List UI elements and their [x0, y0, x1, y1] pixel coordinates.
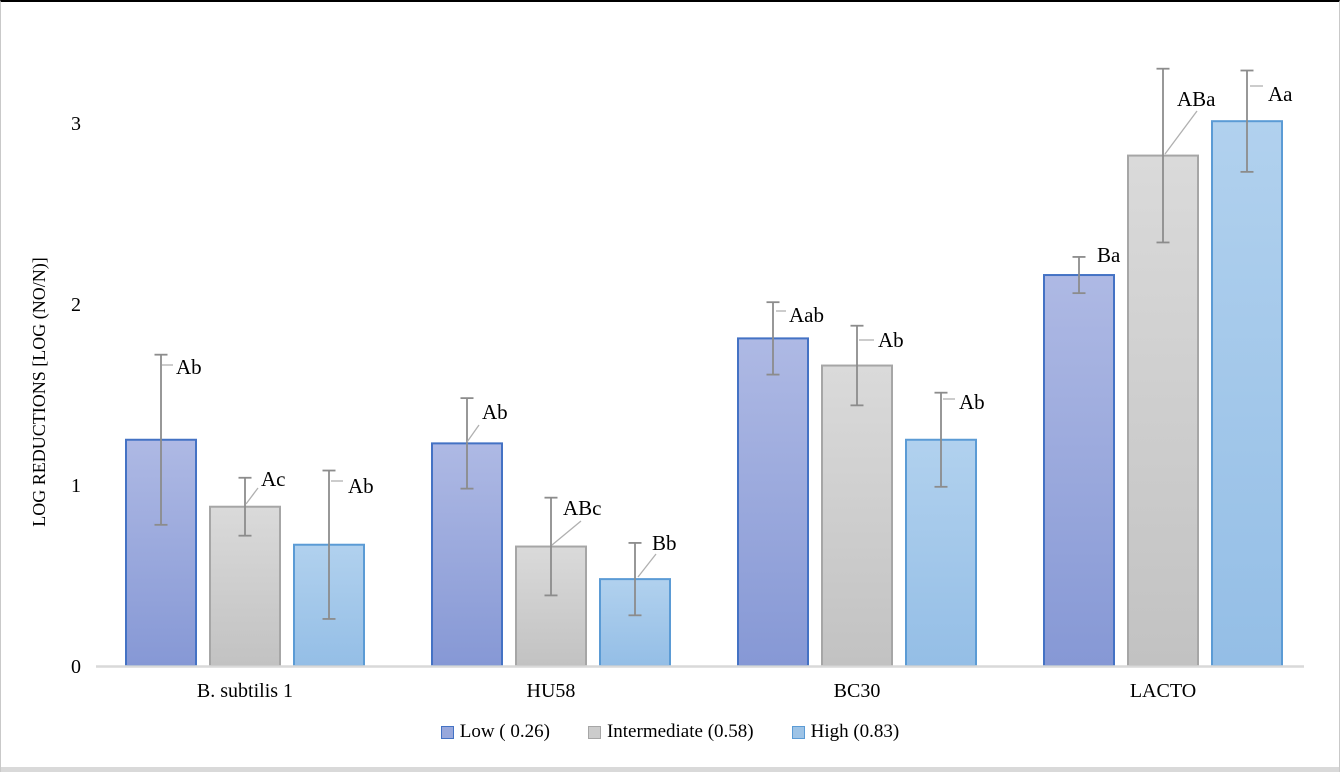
legend-label-low: Low ( 0.26) [459, 721, 550, 742]
legend-item-low: Low ( 0.26) [440, 721, 550, 743]
y-axis-title: LOG REDUCTIONS [LOG (NO/N)] [29, 257, 50, 526]
y-tick-label-1: 1 [71, 475, 81, 497]
x-category-label-b-subtilis-1: B. subtilis 1 [197, 680, 293, 702]
label-leader-hu58-0 [466, 424, 480, 443]
point-label-b-subtilis-1-0: Ab [176, 355, 202, 379]
legend-swatch-intermediate [587, 725, 601, 739]
bar-low-bc30 [737, 337, 809, 667]
bar-low-lacto [1043, 274, 1115, 667]
point-label-lacto-0: Ba [1097, 243, 1121, 267]
point-label-lacto-2: Aa [1268, 82, 1293, 106]
legend-item-high: High (0.83) [791, 721, 900, 743]
legend-item-intermediate: Intermediate (0.58) [587, 721, 754, 743]
y-tick-label-3: 3 [71, 113, 81, 135]
x-category-label-bc30: BC30 [834, 680, 881, 702]
x-category-label-hu58: HU58 [527, 680, 576, 702]
label-leader-hu58-1 [551, 520, 582, 546]
label-leader-hu58-2 [637, 553, 657, 578]
legend-label-intermediate: Intermediate (0.58) [606, 721, 754, 742]
y-tick-label-2: 2 [71, 294, 81, 316]
legend-swatch-high [791, 725, 805, 739]
legend-label-high: High (0.83) [810, 721, 900, 742]
legend-swatch-low [440, 725, 454, 739]
point-label-hu58-1: ABc [563, 496, 602, 520]
point-label-hu58-0: Ab [482, 400, 508, 424]
y-tick-label-0: 0 [71, 656, 81, 678]
label-leader-lacto-1 [1164, 110, 1198, 155]
plot-area: 0 1 2 3 LOG REDUCTIONS [LOG (NO/N)] Ab Ab Aab Ba… [29, 67, 1304, 702]
point-label-bc30-2: Ab [959, 390, 985, 414]
point-label-bc30-1: Ab [878, 328, 904, 352]
point-label-lacto-1: ABa [1177, 87, 1216, 111]
point-label-hu58-2: Bb [652, 531, 677, 555]
bar-intermediate-bc30 [821, 364, 893, 667]
chart-legend: Low ( 0.26) Intermediate (0.58) High (0.… [1, 721, 1339, 743]
point-label-b-subtilis-1-1: Ac [261, 467, 286, 491]
x-category-label-lacto: LACTO [1130, 680, 1196, 702]
point-label-b-subtilis-1-2: Ab [348, 474, 374, 498]
bottom-border-strip [1, 767, 1339, 772]
point-label-bc30-0: Aab [789, 303, 824, 327]
label-leader-b-subtilis-1-1 [245, 487, 259, 505]
bar-high-lacto [1211, 120, 1283, 667]
